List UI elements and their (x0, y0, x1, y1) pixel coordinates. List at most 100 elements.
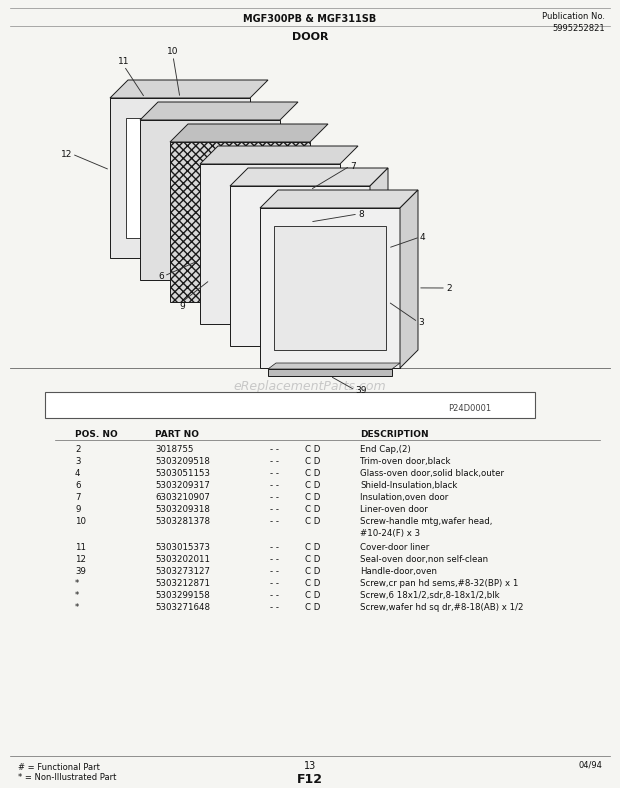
Text: C D: C D (305, 445, 321, 454)
Text: C D: C D (305, 505, 321, 514)
Bar (45, 392, 535, 418)
Text: - -: - - (270, 505, 279, 514)
Text: Trim-oven door,black: Trim-oven door,black (360, 457, 451, 466)
Text: 11: 11 (118, 57, 130, 66)
Text: 3: 3 (75, 457, 81, 466)
Text: 3: 3 (418, 318, 423, 326)
Text: 12: 12 (75, 555, 86, 564)
Text: C D: C D (305, 481, 321, 490)
Text: C D: C D (305, 555, 321, 564)
Text: Screw,wafer hd sq dr,#8-18(AB) x 1/2: Screw,wafer hd sq dr,#8-18(AB) x 1/2 (360, 603, 523, 612)
Text: - -: - - (270, 591, 279, 600)
Polygon shape (200, 146, 358, 164)
Text: 12: 12 (61, 150, 72, 158)
Text: - -: - - (270, 579, 279, 588)
Text: Glass-oven door,solid black,outer: Glass-oven door,solid black,outer (360, 469, 504, 478)
Text: Handle-door,oven: Handle-door,oven (360, 567, 437, 576)
Text: C D: C D (305, 493, 321, 502)
Text: 9: 9 (179, 302, 185, 311)
Polygon shape (170, 142, 310, 302)
Text: 5303051153: 5303051153 (155, 469, 210, 478)
Text: Liner-oven door: Liner-oven door (360, 505, 428, 514)
Text: 5303209317: 5303209317 (155, 481, 210, 490)
Text: Publication No.
5995252821: Publication No. 5995252821 (542, 12, 605, 33)
Text: *: * (75, 591, 79, 600)
Text: 6: 6 (158, 272, 164, 281)
Text: 5303281378: 5303281378 (155, 517, 210, 526)
Text: 10: 10 (167, 47, 179, 56)
Polygon shape (110, 80, 268, 98)
Text: End Cap,(2): End Cap,(2) (360, 445, 410, 454)
Text: Screw,6 18x1/2,sdr,8-18x1/2,blk: Screw,6 18x1/2,sdr,8-18x1/2,blk (360, 591, 500, 600)
Text: - -: - - (270, 457, 279, 466)
Text: 11: 11 (75, 543, 86, 552)
Text: - -: - - (270, 517, 279, 526)
Polygon shape (260, 208, 400, 368)
Text: C D: C D (305, 579, 321, 588)
Text: Cover-door liner: Cover-door liner (360, 543, 429, 552)
Polygon shape (260, 190, 418, 208)
Text: 2: 2 (75, 445, 81, 454)
Text: P24D0001: P24D0001 (448, 403, 491, 412)
Polygon shape (274, 226, 386, 350)
Text: C D: C D (305, 603, 321, 612)
Text: 4: 4 (75, 469, 81, 478)
Text: C D: C D (305, 457, 321, 466)
Text: C D: C D (305, 591, 321, 600)
Text: - -: - - (270, 493, 279, 502)
Text: Shield-Insulation,black: Shield-Insulation,black (360, 481, 458, 490)
Text: 7: 7 (75, 493, 81, 502)
Text: C D: C D (305, 543, 321, 552)
Text: Seal-oven door,non self-clean: Seal-oven door,non self-clean (360, 555, 488, 564)
Polygon shape (110, 98, 250, 258)
Text: - -: - - (270, 543, 279, 552)
Text: C D: C D (305, 517, 321, 526)
Polygon shape (170, 124, 328, 142)
Text: 6303210907: 6303210907 (155, 493, 210, 502)
Text: eReplacementParts.com: eReplacementParts.com (234, 380, 386, 393)
Text: MGF300PB & MGF311SB: MGF300PB & MGF311SB (244, 14, 376, 24)
Text: 10: 10 (75, 517, 86, 526)
Text: PART NO: PART NO (155, 430, 199, 439)
Polygon shape (140, 120, 280, 280)
Polygon shape (126, 118, 234, 238)
Text: 39: 39 (75, 567, 86, 576)
Text: Insulation,oven door: Insulation,oven door (360, 493, 448, 502)
Text: 9: 9 (75, 505, 81, 514)
Text: POS. NO: POS. NO (75, 430, 118, 439)
Text: # = Functional Part
* = Non-Illustrated Part: # = Functional Part * = Non-Illustrated … (18, 763, 117, 782)
Text: *: * (75, 603, 79, 612)
Text: DOOR: DOOR (292, 32, 328, 42)
Text: #10-24(F) x 3: #10-24(F) x 3 (360, 529, 420, 538)
Text: Screw,cr pan hd sems,#8-32(BP) x 1: Screw,cr pan hd sems,#8-32(BP) x 1 (360, 579, 518, 588)
Text: Screw-handle mtg,wafer head,: Screw-handle mtg,wafer head, (360, 517, 492, 526)
Text: 7: 7 (350, 162, 356, 170)
Text: 5303015373: 5303015373 (155, 543, 210, 552)
Text: 2: 2 (446, 284, 451, 292)
Text: C D: C D (305, 469, 321, 478)
Text: 5303209518: 5303209518 (155, 457, 210, 466)
Text: 5303209318: 5303209318 (155, 505, 210, 514)
Text: 5303273127: 5303273127 (155, 567, 210, 576)
Text: 13: 13 (304, 761, 316, 771)
Text: 39: 39 (355, 385, 366, 395)
Text: - -: - - (270, 603, 279, 612)
Text: 8: 8 (358, 210, 364, 218)
Polygon shape (268, 369, 392, 376)
Polygon shape (230, 186, 370, 346)
Polygon shape (230, 168, 388, 186)
Polygon shape (268, 363, 400, 369)
Text: - -: - - (270, 555, 279, 564)
Text: - -: - - (270, 481, 279, 490)
Text: - -: - - (270, 567, 279, 576)
Polygon shape (370, 168, 388, 346)
Text: 6: 6 (75, 481, 81, 490)
Text: 4: 4 (420, 232, 425, 241)
Text: 3018755: 3018755 (155, 445, 193, 454)
Text: *: * (75, 579, 79, 588)
Text: 04/94: 04/94 (578, 761, 602, 770)
Polygon shape (140, 102, 298, 120)
Text: - -: - - (270, 445, 279, 454)
Text: 5303212871: 5303212871 (155, 579, 210, 588)
Text: 5303271648: 5303271648 (155, 603, 210, 612)
